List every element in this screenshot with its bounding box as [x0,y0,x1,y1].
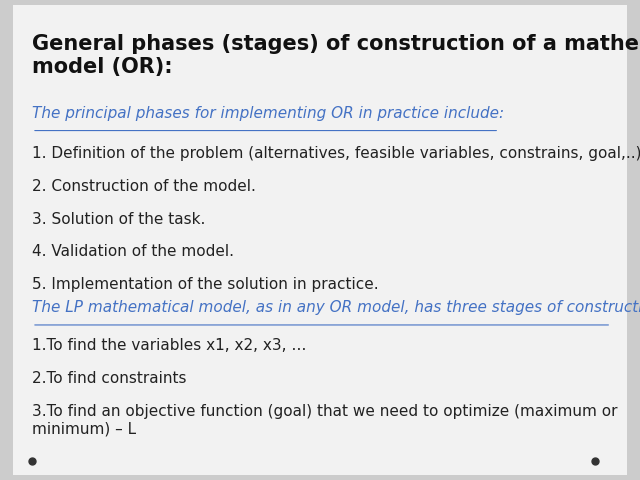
Text: 2. Construction of the model.: 2. Construction of the model. [32,179,256,194]
Text: 1. Definition of the problem (alternatives, feasible variables, constrains, goal: 1. Definition of the problem (alternativ… [32,146,640,161]
Text: The LP mathematical model, as in any OR model, has three stages of construction:: The LP mathematical model, as in any OR … [32,300,640,315]
Text: 5. Implementation of the solution in practice.: 5. Implementation of the solution in pra… [32,277,379,292]
Text: 3.To find an objective function (goal) that we need to optimize (maximum or
mini: 3.To find an objective function (goal) t… [32,404,618,436]
Text: The principal phases for implementing OR in practice include:: The principal phases for implementing OR… [32,106,504,120]
Text: 3. Solution of the task.: 3. Solution of the task. [32,212,205,227]
Text: 2.To find constraints: 2.To find constraints [32,371,186,386]
Text: General phases (stages) of construction of a mathematical
model (OR):: General phases (stages) of construction … [32,34,640,77]
Text: 4. Validation of the model.: 4. Validation of the model. [32,244,234,259]
Text: 1.To find the variables x1, x2, x3, …: 1.To find the variables x1, x2, x3, … [32,338,307,353]
